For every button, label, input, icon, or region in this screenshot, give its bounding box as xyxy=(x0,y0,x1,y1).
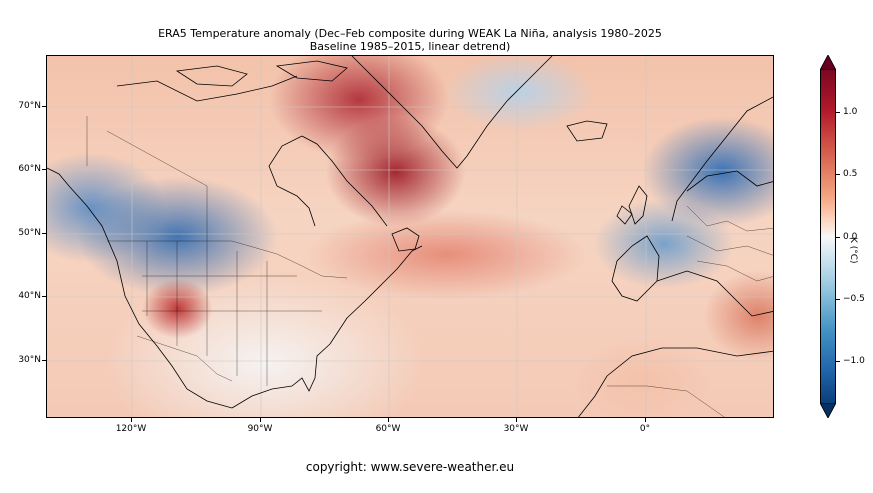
lon-label-0: 0° xyxy=(639,424,651,434)
lon-tick xyxy=(131,418,132,422)
colorbar-extend-arrows xyxy=(820,55,836,418)
graticule xyxy=(47,56,773,417)
coastlines xyxy=(47,56,773,417)
lon-tick xyxy=(388,418,389,422)
chart-title: ERA5 Temperature anomaly (Dec–Feb compos… xyxy=(46,27,774,53)
colorbar-label-neg-1-0: −1.0 xyxy=(843,356,865,366)
lat-tick xyxy=(42,296,46,297)
lon-label-60w: 60°W xyxy=(375,424,401,434)
colorbar xyxy=(820,70,836,403)
lat-label-70n: 70°N xyxy=(18,101,41,111)
colorbar-tick xyxy=(836,299,840,300)
colorbar-label-0-5: 0.5 xyxy=(843,169,858,179)
anomaly-map xyxy=(46,55,774,418)
lat-tick xyxy=(42,233,46,234)
borders xyxy=(86,116,773,417)
lon-label-120w: 120°W xyxy=(115,424,147,434)
colorbar-label-0-0: 0.0 xyxy=(843,232,858,242)
map-overlay xyxy=(47,56,773,417)
lon-label-90w: 90°W xyxy=(247,424,273,434)
lat-label-50n: 50°N xyxy=(18,228,41,238)
lat-tick xyxy=(42,106,46,107)
colorbar-tick xyxy=(836,361,840,362)
colorbar-label-neg-0-5: −0.5 xyxy=(843,294,865,304)
colorbar-unit-label: K (°C) xyxy=(848,237,858,264)
colorbar-tick xyxy=(836,112,840,113)
lat-tick xyxy=(42,169,46,170)
lon-tick xyxy=(516,418,517,422)
lon-tick xyxy=(645,418,646,422)
copyright-footer: copyright: www.severe-weather.eu xyxy=(305,460,515,474)
colorbar-tick xyxy=(836,237,840,238)
lat-label-60n: 60°N xyxy=(18,164,41,174)
colorbar-label-1-0: 1.0 xyxy=(843,107,858,117)
lat-label-30n: 30°N xyxy=(18,355,41,365)
colorbar-tick xyxy=(836,174,840,175)
lon-tick xyxy=(260,418,261,422)
title-line-1: ERA5 Temperature anomaly (Dec–Feb compos… xyxy=(158,27,662,40)
lon-label-30w: 30°W xyxy=(503,424,529,434)
title-line-2: Baseline 1985–2015, linear detrend) xyxy=(309,40,511,53)
lat-tick xyxy=(42,360,46,361)
lat-label-40n: 40°N xyxy=(18,291,41,301)
